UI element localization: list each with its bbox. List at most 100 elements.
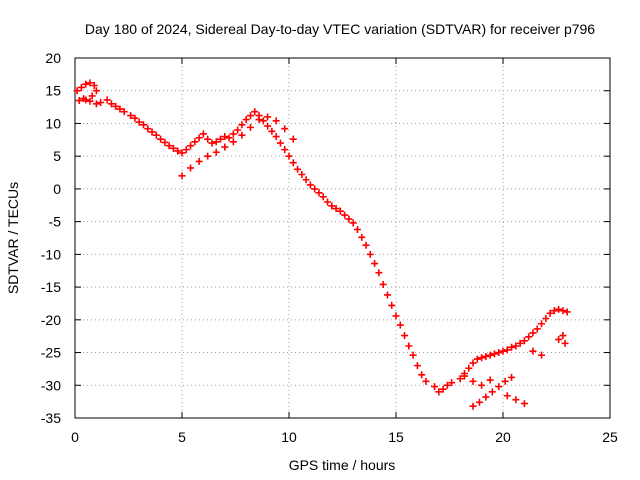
data-point bbox=[418, 371, 426, 379]
data-point bbox=[221, 143, 229, 151]
data-point bbox=[550, 307, 558, 315]
data-point bbox=[495, 349, 503, 357]
data-point bbox=[75, 97, 83, 105]
x-tick-label: 20 bbox=[495, 429, 511, 445]
data-point bbox=[289, 159, 297, 167]
data-point bbox=[469, 377, 477, 385]
data-point bbox=[281, 125, 289, 133]
y-tick-label: 0 bbox=[53, 181, 61, 197]
data-point bbox=[251, 108, 259, 116]
data-point bbox=[501, 377, 509, 385]
y-tick-label: 5 bbox=[53, 148, 61, 164]
data-point bbox=[366, 250, 374, 258]
data-point bbox=[116, 105, 124, 113]
data-point bbox=[208, 139, 216, 147]
data-point bbox=[482, 393, 490, 401]
data-point bbox=[191, 138, 199, 146]
data-point bbox=[120, 108, 128, 116]
data-point bbox=[112, 102, 120, 110]
data-point bbox=[520, 337, 528, 345]
x-tick-label: 25 bbox=[602, 429, 618, 445]
data-point bbox=[187, 142, 195, 150]
data-point bbox=[349, 219, 357, 227]
data-point bbox=[336, 207, 344, 215]
data-point bbox=[469, 402, 477, 410]
data-point bbox=[478, 381, 486, 389]
data-point bbox=[538, 320, 546, 328]
data-point bbox=[217, 135, 225, 143]
y-tick-label: -25 bbox=[41, 345, 61, 361]
data-point bbox=[212, 148, 220, 156]
data-point bbox=[486, 351, 494, 359]
data-point bbox=[86, 97, 94, 105]
data-point bbox=[131, 114, 139, 122]
x-tick-label: 5 bbox=[178, 429, 186, 445]
x-axis-label: GPS time / hours bbox=[289, 457, 396, 473]
data-point bbox=[431, 383, 439, 391]
data-point bbox=[174, 147, 182, 155]
data-point bbox=[90, 81, 98, 89]
data-point bbox=[533, 325, 541, 333]
x-tick-label: 15 bbox=[388, 429, 404, 445]
data-point bbox=[195, 134, 203, 142]
data-point bbox=[542, 315, 550, 323]
data-point bbox=[405, 342, 413, 350]
data-point bbox=[324, 198, 332, 206]
data-point bbox=[148, 128, 156, 136]
data-point bbox=[289, 135, 297, 143]
data-point bbox=[561, 339, 569, 347]
data-point bbox=[246, 112, 254, 120]
data-point bbox=[238, 131, 246, 139]
data-point bbox=[264, 113, 272, 121]
data-point bbox=[456, 375, 464, 383]
data-point bbox=[246, 123, 254, 131]
data-point bbox=[103, 96, 111, 104]
data-point bbox=[490, 350, 498, 358]
data-point bbox=[465, 364, 473, 372]
data-point bbox=[92, 87, 100, 95]
data-point bbox=[529, 347, 537, 355]
data-point bbox=[516, 339, 524, 347]
data-point bbox=[525, 333, 533, 341]
data-point bbox=[345, 215, 353, 223]
data-point bbox=[178, 172, 186, 180]
data-point bbox=[178, 149, 186, 157]
data-point bbox=[529, 329, 537, 337]
data-point bbox=[161, 138, 169, 146]
data-point bbox=[443, 381, 451, 389]
y-tick-label: 15 bbox=[45, 83, 61, 99]
data-point bbox=[538, 351, 546, 359]
data-point bbox=[422, 377, 430, 385]
data-point bbox=[341, 211, 349, 219]
data-point bbox=[204, 152, 212, 160]
chart-title: Day 180 of 2024, Sidereal Day-to-day VTE… bbox=[85, 21, 595, 37]
data-point bbox=[92, 100, 100, 108]
x-tick-labels: 0 5 10 15 20 25 bbox=[71, 429, 618, 445]
data-point bbox=[358, 233, 366, 241]
data-point bbox=[298, 171, 306, 179]
y-tick-label: -15 bbox=[41, 279, 61, 295]
data-point bbox=[555, 335, 563, 343]
data-point bbox=[82, 80, 90, 88]
data-point bbox=[144, 125, 152, 133]
data-point bbox=[97, 99, 105, 107]
data-point bbox=[221, 133, 229, 141]
y-tick-label: -30 bbox=[41, 377, 61, 393]
data-point bbox=[375, 269, 383, 277]
data-point bbox=[234, 126, 242, 134]
data-point bbox=[486, 376, 494, 384]
data-point bbox=[448, 379, 456, 387]
data-point bbox=[88, 92, 96, 100]
data-point bbox=[315, 189, 323, 197]
x-tick-label: 0 bbox=[71, 429, 79, 445]
data-point bbox=[306, 181, 314, 189]
data-point bbox=[488, 388, 496, 396]
data-point bbox=[212, 138, 220, 146]
data-point bbox=[328, 202, 336, 210]
data-point bbox=[152, 131, 160, 139]
data-point bbox=[77, 83, 85, 91]
y-tick-label: -35 bbox=[41, 410, 61, 426]
data-point bbox=[475, 398, 483, 406]
data-point bbox=[285, 152, 293, 160]
